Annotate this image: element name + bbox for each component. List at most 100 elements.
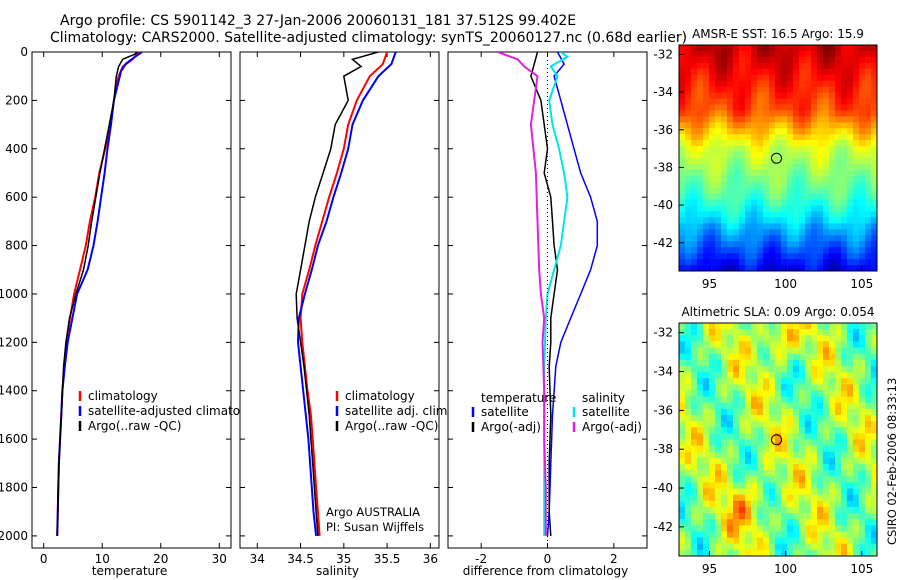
sst-cell: [769, 74, 776, 82]
sla-cell: [871, 549, 878, 557]
sla-cell: [835, 402, 842, 410]
sla-cell: [805, 414, 812, 422]
sla-cell: [733, 439, 740, 447]
sst-cell: [853, 56, 860, 64]
sla-cell: [721, 531, 728, 538]
sla-cell: [865, 519, 872, 526]
sla-cell: [847, 359, 854, 367]
sst-cell: [841, 181, 848, 189]
sla-cell: [841, 372, 848, 379]
sst-cell: [703, 169, 710, 177]
sla-cell: [727, 457, 734, 465]
sst-cell: [805, 80, 812, 88]
sla-cell: [727, 433, 734, 440]
sla-cell: [853, 537, 860, 545]
sst-cell: [763, 50, 770, 58]
sst-cell: [763, 259, 770, 266]
sla-cell: [769, 378, 776, 385]
sst-cell: [835, 140, 842, 147]
sst-cell: [727, 241, 734, 248]
sla-cell: [793, 384, 800, 391]
sla-cell: [757, 457, 764, 465]
sst-cell: [763, 152, 770, 159]
sst-cell: [739, 265, 746, 272]
sla-cell: [817, 439, 824, 447]
sla-cell: [811, 427, 818, 434]
sst-cell: [745, 211, 752, 218]
sla-cell: [763, 384, 770, 391]
sst-cell: [787, 211, 794, 218]
sst-cell: [829, 211, 836, 218]
sst-cell: [751, 247, 758, 254]
sst-cell: [757, 50, 764, 58]
sla-cell: [865, 421, 872, 428]
sla-cell: [739, 451, 746, 459]
sla-cell: [865, 414, 872, 422]
sla-cell: [817, 549, 824, 557]
sla-cell: [739, 482, 746, 489]
sla-cell: [781, 537, 788, 545]
sst-cell: [685, 45, 692, 52]
sst-cell: [733, 235, 740, 242]
sla-cell: [847, 470, 854, 477]
sla-cell: [709, 365, 716, 373]
sst-cell: [757, 247, 764, 254]
sla-cell: [727, 531, 734, 538]
sst-cell: [679, 223, 686, 230]
sst-cell: [769, 56, 776, 64]
sst-cell: [763, 104, 770, 111]
sst-cell: [829, 181, 836, 189]
sla-cell: [841, 531, 848, 538]
sst-cell: [811, 62, 818, 70]
sst-cell: [769, 187, 776, 195]
sla-cell: [823, 457, 830, 465]
sla-cell: [685, 519, 692, 526]
sla-cell: [799, 421, 806, 428]
sst-cell: [775, 110, 782, 117]
sla-cell: [763, 543, 770, 551]
sla-cell: [799, 451, 806, 459]
sla-cell: [685, 421, 692, 428]
sst-cell: [805, 56, 812, 64]
sla-cell: [763, 482, 770, 489]
sla-cell: [829, 433, 836, 440]
sla-cell: [697, 482, 704, 489]
sla-cell: [817, 506, 824, 514]
sla-cell: [685, 427, 692, 434]
temperature-xtick-label: 10: [95, 552, 110, 566]
sla-cell: [721, 543, 728, 551]
temperature-ytick-label: 800: [5, 239, 28, 253]
sst-cell: [721, 152, 728, 159]
sst-cell: [781, 45, 788, 52]
sla-xtick-label: 95: [702, 562, 717, 576]
sst-cell: [745, 122, 752, 129]
sla-cell: [691, 396, 698, 404]
sla-cell: [715, 335, 722, 342]
sla-cell: [703, 347, 710, 355]
sst-cell: [781, 187, 788, 195]
sla-cell: [847, 335, 854, 342]
sst-cell: [781, 98, 788, 105]
sla-cell: [799, 513, 806, 520]
sla-cell: [721, 372, 728, 379]
sla-cell: [817, 341, 824, 348]
sla-cell: [691, 414, 698, 422]
sla-cell: [721, 513, 728, 520]
sla-cell: [835, 464, 842, 471]
sst-cell: [733, 104, 740, 111]
sla-cell: [805, 347, 812, 355]
sst-cell: [859, 45, 866, 52]
sst-cell: [763, 169, 770, 177]
sla-cell: [691, 335, 698, 342]
sst-cell: [739, 169, 746, 177]
difference-series-1: [530, 52, 559, 536]
sst-cell: [799, 211, 806, 218]
sla-cell: [721, 378, 728, 385]
sst-title: AMSR-E SST: 16.5 Argo: 15.9: [692, 27, 864, 41]
sst-cell: [841, 45, 848, 52]
sla-cell: [685, 488, 692, 496]
sst-cell: [763, 134, 770, 141]
sla-cell: [841, 464, 848, 471]
sla-cell: [817, 451, 824, 459]
sst-cell: [703, 187, 710, 195]
